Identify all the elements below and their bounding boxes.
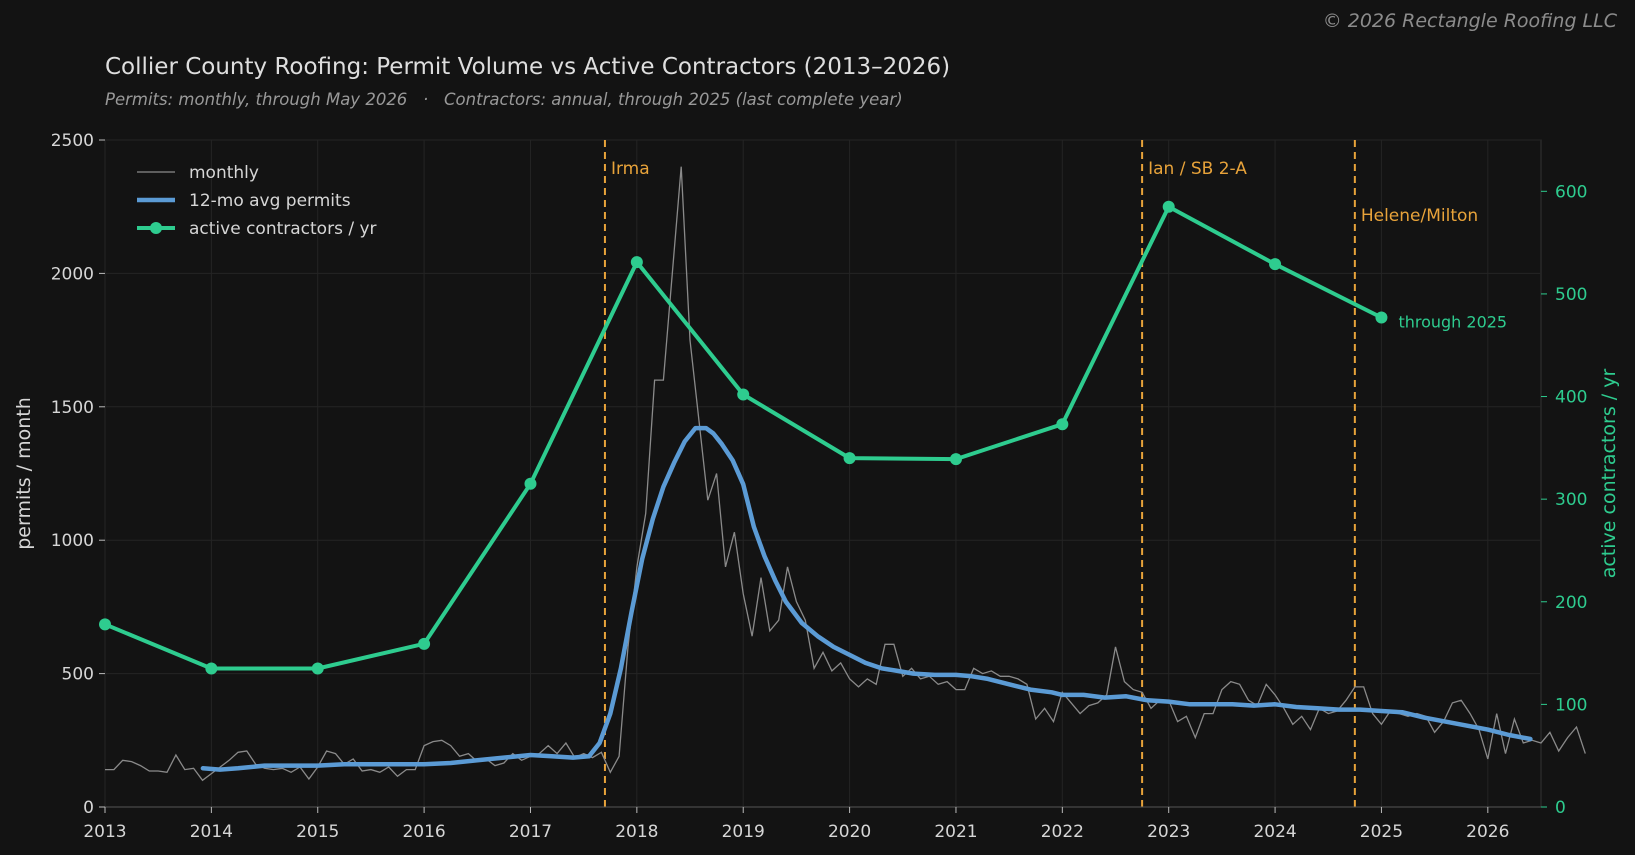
- chart-title: Collier County Roofing: Permit Volume vs…: [105, 54, 951, 80]
- legend-marker-contractors: [150, 222, 162, 234]
- y-tick-label: 2500: [51, 131, 94, 151]
- y-tick-label: 1500: [51, 398, 94, 418]
- x-tick-label: 2022: [1041, 822, 1084, 842]
- contractor-point: [949, 453, 962, 466]
- y-tick-label: 1000: [51, 531, 94, 551]
- y2-tick-label: 100: [1555, 695, 1587, 715]
- contractor-point: [1056, 418, 1069, 431]
- contractor-point: [1269, 258, 1282, 271]
- contractor-point: [1162, 200, 1175, 213]
- series-avg-line: [200, 425, 1533, 772]
- x-tick-label: 2018: [615, 822, 658, 842]
- chart-subtitle: Permits: monthly, through May 2026 · Con…: [105, 90, 903, 109]
- contractor-point: [418, 637, 431, 650]
- event-label: Irma: [611, 159, 650, 179]
- event-markers: Irma Ian / SB 2-A Helene/Milton: [603, 140, 1478, 807]
- series-layer: through 2025: [99, 166, 1586, 782]
- contractor-point: [630, 256, 643, 269]
- contractor-point: [99, 618, 111, 631]
- x-tick-label: 2017: [509, 822, 552, 842]
- y2-tick-label: 400: [1555, 388, 1587, 408]
- y2-axis-label: active contractors / yr: [1598, 369, 1620, 579]
- y2-tick-label: 600: [1555, 182, 1587, 202]
- copyright-notice: © 2026 Rectangle Roofing LLC: [1322, 10, 1617, 32]
- contractor-point: [524, 477, 537, 490]
- y-tick-label: 500: [62, 665, 94, 685]
- x-tick-label: 2021: [934, 822, 977, 842]
- x-tick-label: 2013: [83, 822, 126, 842]
- x-tick-label: 2019: [722, 822, 765, 842]
- x-tick-label: 2020: [828, 822, 871, 842]
- contractor-point: [311, 662, 324, 675]
- y2-tick-label: 200: [1555, 593, 1587, 613]
- y2-tick-label: 0: [1555, 798, 1566, 818]
- axes: 2013 2014 2015 2016 2017 2018 2019 2020 2021 2022…: [13, 131, 1620, 842]
- legend-label-contractors: active contractors / yr: [189, 219, 377, 239]
- x-tick-label: 2026: [1466, 822, 1509, 842]
- y-axis-label: permits / month: [13, 397, 35, 550]
- legend-label-avg: 12-mo avg permits: [189, 191, 351, 211]
- legend-label-monthly: monthly: [189, 163, 259, 183]
- x-tick-label: 2015: [296, 822, 339, 842]
- legend: monthly 12-mo avg permits active contracto…: [137, 163, 377, 239]
- x-tick-label: 2023: [1147, 822, 1190, 842]
- y-tick-label: 0: [83, 798, 94, 818]
- series-monthly-line: [105, 166, 1586, 782]
- contractor-point: [205, 662, 218, 675]
- y2-tick-label: 500: [1555, 285, 1587, 305]
- y-tick-label: 2000: [51, 264, 94, 284]
- contractor-annotation: through 2025: [1398, 313, 1507, 332]
- event-label: Helene/Milton: [1361, 206, 1478, 226]
- event-label: Ian / SB 2-A: [1148, 159, 1247, 179]
- x-tick-label: 2025: [1360, 822, 1403, 842]
- x-tick-label: 2016: [402, 822, 445, 842]
- y2-tick-label: 300: [1555, 490, 1587, 510]
- x-tick-label: 2024: [1253, 822, 1296, 842]
- contractor-point: [843, 452, 856, 465]
- x-tick-label: 2014: [190, 822, 233, 842]
- contractor-point: [1375, 311, 1388, 324]
- contractor-point: [737, 388, 750, 401]
